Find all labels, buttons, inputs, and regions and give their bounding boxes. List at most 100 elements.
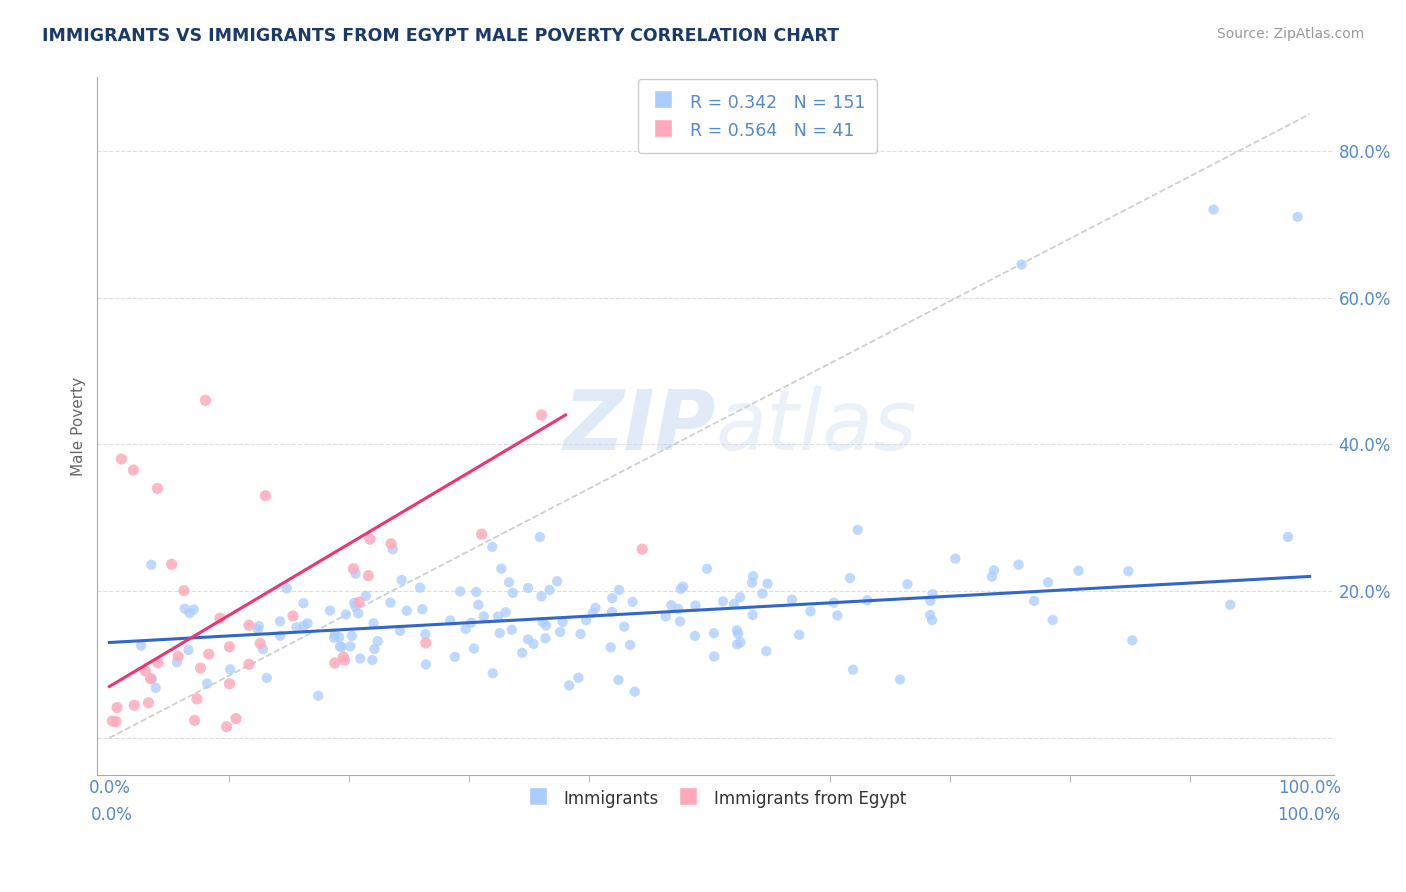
Point (530, 408, 553, 422)
Point (488, 626, 510, 640)
Point (208, 611, 231, 625)
Point (238, 618, 260, 632)
Point (380, 537, 402, 551)
Point (357, 568, 380, 582)
Point (723, 597, 745, 611)
Point (1011, 258, 1033, 272)
Point (575, 613, 598, 627)
Point (218, 677, 240, 691)
Point (685, 599, 707, 613)
Point (328, 630, 350, 644)
Point (1286, 210, 1309, 224)
Point (105, 714, 128, 729)
Point (146, 482, 169, 496)
Point (567, 671, 589, 685)
Point (613, 620, 636, 634)
Point (839, 571, 862, 585)
Point (395, 604, 418, 618)
Point (391, 573, 413, 587)
Point (920, 594, 942, 608)
Point (945, 551, 967, 566)
Point (742, 569, 765, 583)
Point (756, 576, 779, 591)
Point (380, 596, 402, 610)
Point (481, 540, 503, 554)
Y-axis label: Male Poverty: Male Poverty (72, 376, 86, 475)
Point (218, 640, 240, 654)
Point (415, 627, 437, 641)
Point (582, 607, 605, 621)
Point (607, 673, 630, 687)
Point (439, 614, 461, 628)
Point (276, 582, 298, 596)
Point (621, 595, 644, 609)
Point (367, 634, 389, 648)
Point (1219, 598, 1241, 612)
Point (983, 563, 1005, 577)
Point (696, 562, 718, 576)
Point (389, 624, 412, 638)
Point (349, 651, 371, 665)
Point (669, 615, 692, 629)
Point (292, 619, 315, 633)
Point (333, 653, 356, 667)
Point (363, 616, 385, 631)
Text: atlas: atlas (716, 385, 917, 467)
Point (332, 650, 354, 665)
Point (659, 598, 682, 612)
Point (1022, 594, 1045, 608)
Point (256, 671, 278, 685)
Point (138, 696, 160, 710)
Point (335, 607, 357, 622)
Point (219, 662, 242, 676)
Point (1121, 633, 1143, 648)
Point (329, 640, 352, 654)
Point (619, 638, 641, 652)
Point (666, 602, 689, 616)
Point (249, 636, 271, 650)
Point (501, 623, 523, 637)
Point (285, 620, 308, 634)
Point (534, 618, 557, 632)
Point (551, 615, 574, 629)
Point (683, 629, 706, 643)
Point (491, 561, 513, 575)
Point (160, 558, 183, 572)
Point (323, 627, 346, 641)
Point (1036, 575, 1059, 590)
Point (980, 569, 1002, 583)
Text: IMMIGRANTS VS IMMIGRANTS FROM EGYPT MALE POVERTY CORRELATION CHART: IMMIGRANTS VS IMMIGRANTS FROM EGYPT MALE… (42, 27, 839, 45)
Point (363, 642, 385, 657)
Point (195, 676, 218, 690)
Point (842, 663, 865, 677)
Point (319, 603, 342, 617)
Point (342, 562, 364, 576)
Point (538, 582, 561, 597)
Point (354, 589, 377, 603)
Point (548, 625, 571, 640)
Point (654, 609, 676, 624)
Point (465, 585, 488, 599)
Point (344, 566, 367, 581)
Point (443, 649, 465, 664)
Legend: Immigrants, Immigrants from Egypt: Immigrants, Immigrants from Egypt (519, 781, 912, 815)
Point (411, 602, 433, 616)
Point (472, 609, 495, 624)
Point (339, 640, 361, 654)
Point (728, 590, 751, 604)
Point (517, 632, 540, 647)
Point (600, 605, 623, 619)
Point (856, 593, 879, 607)
Point (703, 626, 725, 640)
Point (269, 629, 291, 643)
Point (347, 607, 370, 621)
Point (139, 672, 162, 686)
Point (297, 616, 319, 631)
Point (167, 649, 190, 664)
Point (623, 684, 645, 698)
Point (415, 657, 437, 672)
Point (409, 581, 432, 595)
Point (238, 657, 260, 672)
Point (522, 637, 544, 651)
Point (741, 575, 763, 590)
